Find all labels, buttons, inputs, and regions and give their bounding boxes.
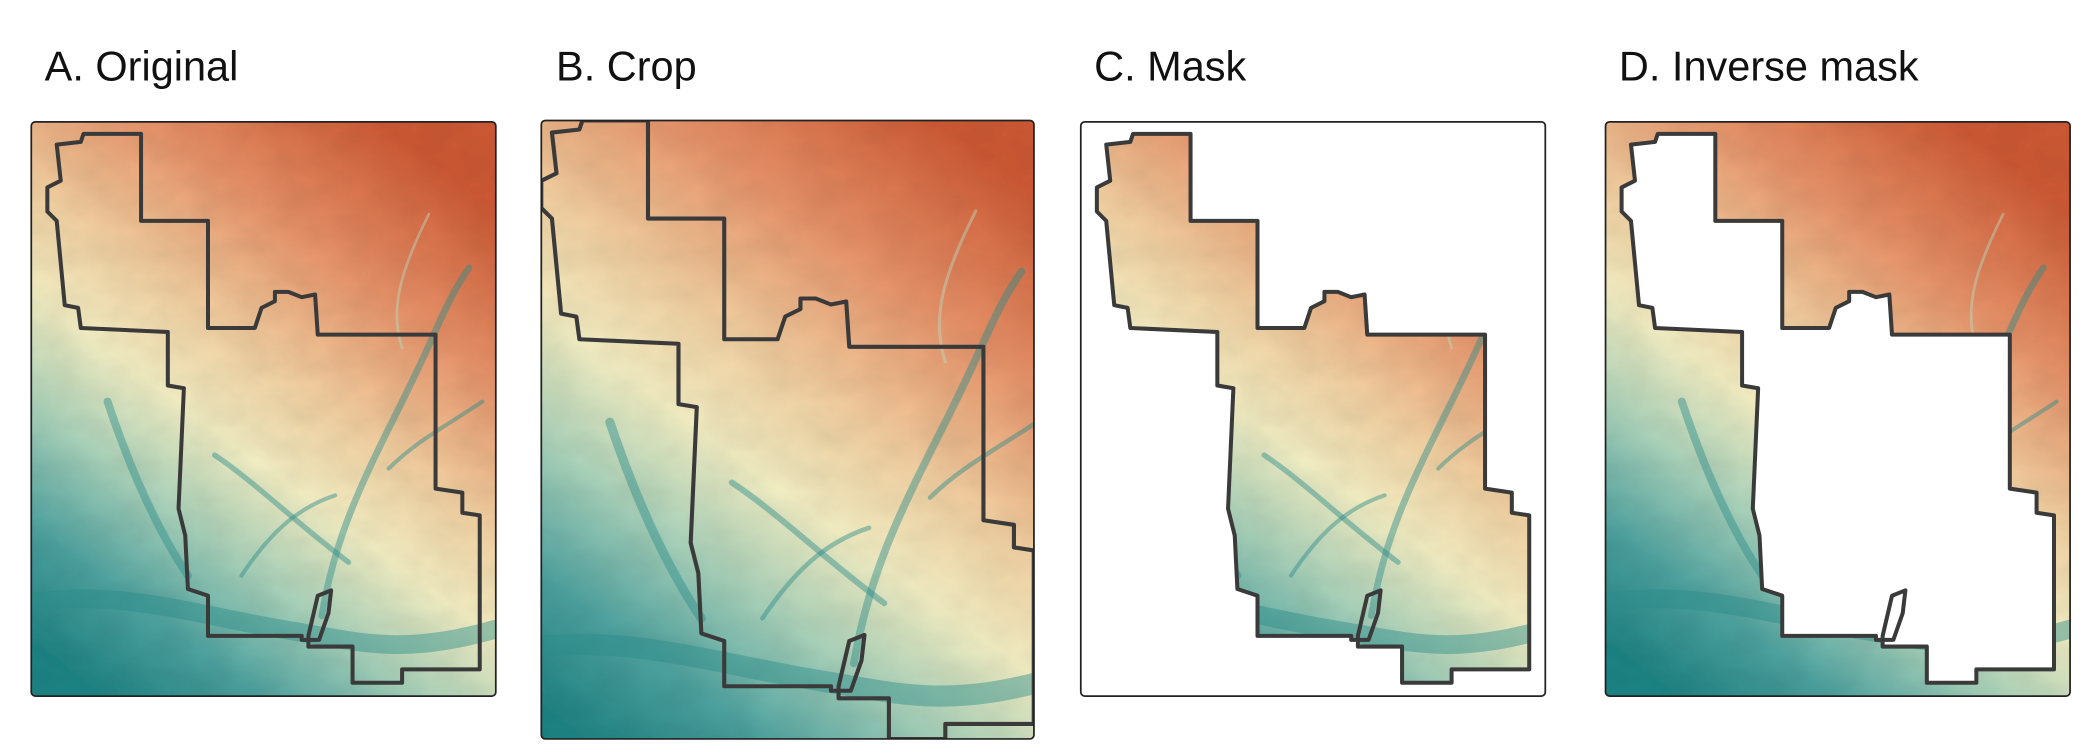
panel-frame [540, 119, 1035, 740]
panel-title: C. Mask [1094, 43, 1246, 90]
panel-title: A. Original [45, 43, 239, 90]
panel-frame [30, 120, 497, 697]
terrain-map [31, 122, 496, 696]
panel-title: D. Inverse mask [1619, 43, 1919, 90]
terrain-map [1604, 120, 2071, 697]
terrain-map [1079, 120, 1547, 697]
terrain-map [523, 107, 1052, 754]
panel-title: B. Crop [556, 43, 697, 90]
